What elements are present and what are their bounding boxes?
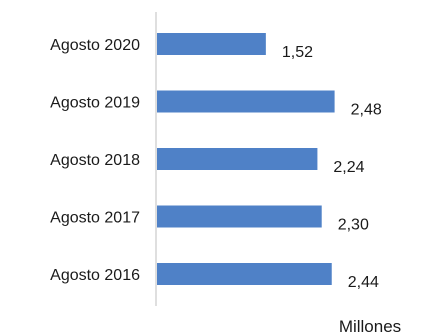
category-label-4: Agosto 2016 [50,267,140,284]
bar-3 [157,205,322,228]
bar-0 [157,33,266,55]
unit-label: Millones [339,317,401,336]
value-label-4: 2,44 [348,274,379,291]
category-label-1: Agosto 2019 [50,95,140,112]
value-labels-group: 1,52 2,48 2,24 2,30 2,44 [282,44,382,291]
bar-1 [157,90,335,113]
category-label-2: Agosto 2018 [50,152,140,169]
bars-group [157,33,335,285]
category-labels-group: Agosto 2020 Agosto 2019 Agosto 2018 Agosto … [50,37,140,284]
bar-4 [157,263,332,285]
value-label-0: 1,52 [282,44,313,61]
category-label-3: Agosto 2017 [50,210,140,227]
value-label-2: 2,24 [333,159,364,176]
value-label-3: 2,30 [338,217,369,234]
value-label-1: 2,48 [351,102,382,119]
bar-2 [157,148,318,170]
category-label-0: Agosto 2020 [50,37,140,54]
